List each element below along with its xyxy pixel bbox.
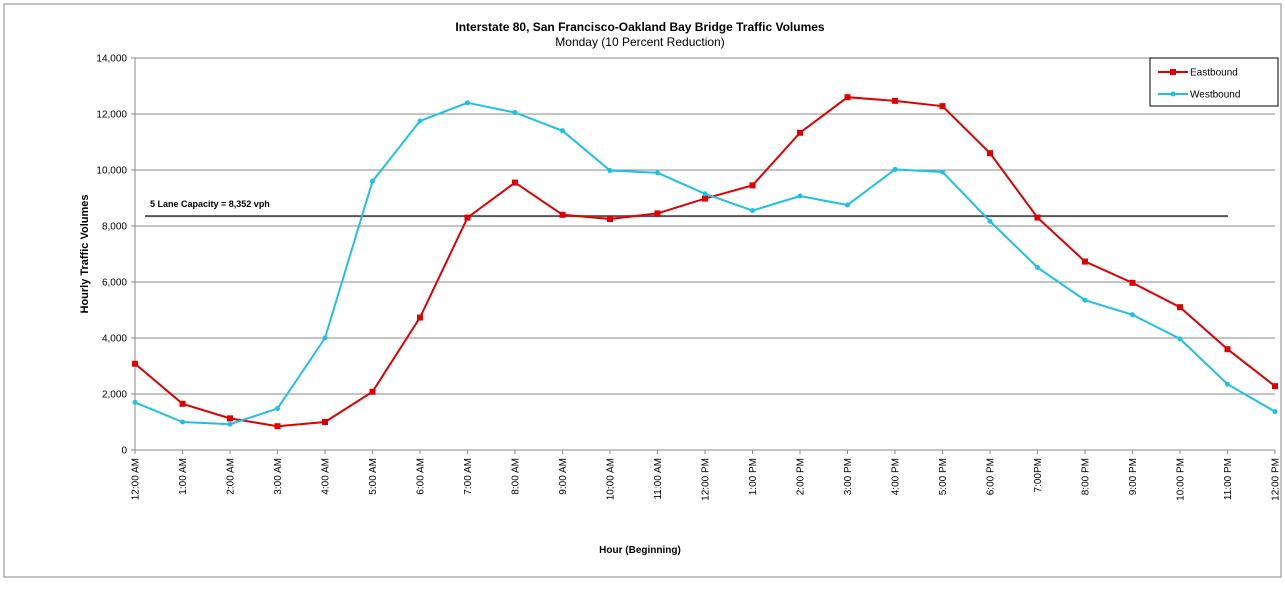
x-tick-label: 11:00 PM [1223,458,1234,500]
data-point [654,210,661,217]
data-point [1130,312,1135,318]
data-point [1225,381,1230,387]
x-tick-label: 12:00 PM [1271,458,1282,501]
data-point [749,182,756,189]
y-tick-label: 10,000 [96,166,127,177]
x-tick-label: 7:00 AM [463,458,474,495]
chart-subtitle: Monday (10 Percent Reduction) [555,35,724,49]
x-tick-label: 9:00 PM [1128,458,1139,495]
x-tick-label: 4:00 AM [321,458,332,495]
y-tick-label: 2,000 [102,390,127,401]
x-tick-label: 3:00 PM [843,458,854,495]
data-point [370,178,375,184]
chart-border [3,3,1282,578]
x-tick-label: 4:00 PM [891,458,902,495]
data-point [845,202,850,208]
data-point [464,214,471,221]
x-tick-label: 7:00PM [1033,458,1044,492]
y-tick-label: 12,000 [96,110,127,121]
x-tick-label: 9:00 AM [558,458,569,495]
data-point [797,193,803,199]
data-point [1034,214,1041,221]
x-tick-label: 10:00 AM [606,458,617,500]
chart-title: Interstate 80, San Francisco-Oakland Bay… [455,20,825,34]
x-tick-label: 10:00 PM [1176,458,1187,501]
data-point [322,419,328,425]
x-tick-label: 8:00 AM [511,458,522,495]
data-point [512,110,518,116]
x-tick-label: 3:00 AM [273,458,284,495]
x-tick-label: 11:00 AM [653,458,664,500]
data-point [939,103,946,110]
data-point [1272,383,1278,390]
data-point [607,168,613,174]
x-tick-label: 12:00 PM [701,458,712,501]
data-point [274,423,281,430]
x-tick-label: 8:00 PM [1081,458,1092,495]
data-point [1177,336,1183,342]
capacity-label: 5 Lane Capacity = 8,352 vph [150,199,270,209]
legend-label: Eastbound [1190,68,1238,79]
data-point [1082,258,1088,265]
data-point [1272,409,1278,415]
data-point [1035,264,1040,270]
data-point [227,421,233,427]
data-point [987,150,993,157]
y-axis-label: Hourly Traffic Volumes [79,195,91,314]
x-tick-label: 6:00 AM [416,458,427,495]
data-point [1129,279,1136,286]
x-tick-label: 6:00 PM [986,458,997,495]
data-point [607,216,613,222]
legend-box [1149,57,1279,107]
legend-marker [1170,91,1176,97]
x-tick-label: 2:00 PM [796,458,807,495]
data-point [940,169,945,175]
data-point [1177,304,1183,311]
x-tick-label: 12:00 AM [131,458,142,500]
x-tick-label: 1:00 AM [178,458,189,495]
data-point [987,218,993,224]
data-point [465,100,470,106]
data-point [844,94,851,101]
data-point [512,179,518,186]
x-tick-label: 1:00 PM [748,458,759,495]
data-point [655,170,660,176]
data-point [180,419,185,425]
x-axis-label: Hour (Beginning) [599,545,681,556]
data-point [322,335,328,341]
data-point [132,360,138,367]
data-point [559,211,566,218]
data-point [702,195,708,202]
data-point [892,97,898,104]
x-tick-label: 5:00 PM [938,458,949,495]
data-point [227,415,233,422]
data-point [1082,297,1088,303]
data-point [417,314,423,321]
legend-label: Westbound [1190,90,1240,101]
y-tick-label: 14,000 [96,54,127,65]
data-point [750,208,755,214]
data-point [702,191,708,197]
y-tick-label: 0 [121,446,127,457]
data-point [179,400,186,407]
data-point [560,128,565,134]
data-point [417,118,423,124]
y-tick-label: 6,000 [102,278,127,289]
x-tick-label: 5:00 AM [368,458,379,495]
x-tick-label: 2:00 AM [226,458,237,495]
y-tick-label: 8,000 [102,222,127,233]
data-point [1224,346,1231,353]
data-point [797,129,803,136]
data-point [132,399,138,405]
data-point [369,388,376,395]
data-point [892,166,898,172]
data-point [275,406,280,412]
y-tick-label: 4,000 [102,334,127,345]
legend-marker [1170,69,1176,75]
